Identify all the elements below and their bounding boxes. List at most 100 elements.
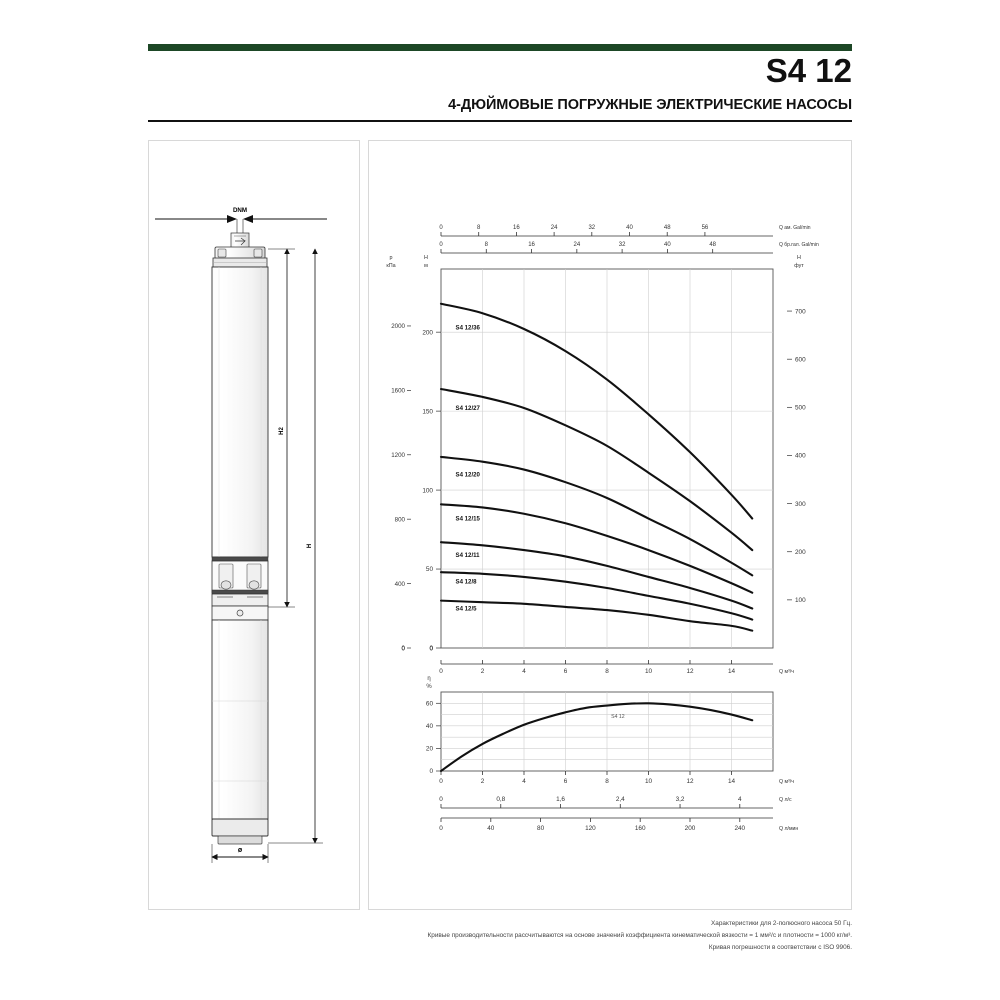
y-axis-kpa-name: p bbox=[390, 255, 393, 261]
pump-discharge-head bbox=[212, 232, 268, 268]
eff-axis-unit: % bbox=[426, 684, 432, 690]
eff-x-m3h-tick-label: 12 bbox=[686, 778, 694, 785]
x-axis-imp-gpm-tick-label: 48 bbox=[709, 242, 716, 248]
y-axis-head-ft-tick-label: 600 bbox=[795, 356, 806, 363]
h2-dimension: H2 bbox=[268, 248, 295, 608]
eff-x-lmin-tick-label: 40 bbox=[487, 825, 495, 832]
footer-notes: Характеристики для 2-полюсного насоса 50… bbox=[300, 918, 852, 954]
efficiency-curve bbox=[439, 702, 754, 773]
x-axis-imp-gpm-tick-label: 24 bbox=[573, 242, 580, 248]
x-axis-m3h-unit: Q м³/ч bbox=[779, 669, 794, 675]
curve-S4-12-5 bbox=[439, 599, 754, 632]
y-axis-head-ft-tick-label: 700 bbox=[795, 308, 806, 315]
curve-label: S4 12/11 bbox=[456, 552, 481, 559]
x-axis-imp-gpm-tick-label: 0 bbox=[439, 242, 443, 248]
eff-axis-tick-label: 0 bbox=[429, 768, 433, 775]
x-axis-us-gpm-tick-label: 24 bbox=[551, 225, 558, 231]
eff-x-m3h-unit: Q м³/ч bbox=[779, 779, 794, 785]
y-axis-kpa-tick-label: 2000 bbox=[391, 323, 405, 330]
eff-axis-tick-label: 60 bbox=[426, 700, 434, 707]
x-axis-us-gpm-tick-label: 16 bbox=[513, 225, 520, 231]
eff-x-ls-tick-label: 1,6 bbox=[556, 796, 565, 803]
eff-x-m3h-tick-label: 8 bbox=[605, 778, 609, 785]
x-axis-m3h-tick-label: 0 bbox=[439, 668, 443, 675]
h-dimension: H bbox=[268, 248, 323, 844]
x-axis-imp-gpm-tick-label: 40 bbox=[664, 242, 671, 248]
y-axis-head-m-tick-label: 200 bbox=[422, 329, 433, 336]
eff-x-lmin-tick-label: 200 bbox=[685, 825, 696, 832]
eff-x-lmin-unit: Q л/мин bbox=[779, 826, 798, 832]
eff-x-m3h-tick-label: 10 bbox=[645, 778, 653, 785]
eff-x-ls-tick-label: 3,2 bbox=[676, 796, 685, 803]
x-axis-m3h-tick-label: 6 bbox=[564, 668, 568, 675]
eff-x-ls-tick-label: 0 bbox=[439, 796, 443, 803]
y-axis-head-ft-tick-label: 100 bbox=[795, 597, 806, 604]
curve-S4-12-11 bbox=[439, 541, 754, 610]
x-axis-us-gpm-tick-label: 56 bbox=[702, 225, 709, 231]
y-axis-head-m-name: H bbox=[424, 255, 428, 261]
eff-x-lmin-tick-label: 160 bbox=[635, 825, 646, 832]
performance-curves-panel: 0 8 16 24 32 40 48 56 Q ам. Gal/min 0 8 16 24 32 40 48 Q… bbox=[368, 140, 852, 910]
eff-axis-tick-label: 20 bbox=[426, 746, 434, 753]
eff-x-lmin-tick-label: 80 bbox=[537, 825, 545, 832]
curve-label: S4 12/5 bbox=[456, 606, 478, 613]
y-axis-kpa-unit: кПа bbox=[386, 263, 395, 269]
x-axis-us-gpm-tick-label: 8 bbox=[477, 225, 481, 231]
y-axis-kpa-tick-label: 800 bbox=[395, 516, 406, 523]
diameter-dimension: ø bbox=[211, 844, 269, 863]
y-axis-kpa-tick-label: 0 bbox=[402, 645, 406, 652]
curve-S4-12-27 bbox=[439, 387, 754, 552]
eff-x-lmin-tick-label: 120 bbox=[585, 825, 596, 832]
y-axis-head-m-tick-label: 0 bbox=[429, 645, 433, 652]
eff-x-ls-tick-label: 4 bbox=[738, 796, 742, 803]
footer-line-2: Кривые производительности рассчитываются… bbox=[427, 931, 852, 939]
pump-motor bbox=[211, 619, 269, 845]
eff-x-lmin-tick-label: 0 bbox=[439, 825, 443, 832]
eff-x-m3h-tick-label: 0 bbox=[439, 778, 443, 785]
x-axis-imp-gpm-unit: Q бр.гал. Gal/min bbox=[779, 242, 819, 248]
eff-axis-name: η bbox=[427, 676, 430, 682]
page-header: S4 12 4-ДЮЙМОВЫЕ ПОГРУЖНЫЕ ЭЛЕКТРИЧЕСКИЕ… bbox=[148, 44, 852, 122]
y-axis-zero-label: 0 bbox=[429, 646, 433, 653]
eff-x-ls-tick-label: 2,4 bbox=[616, 796, 625, 803]
pump-body bbox=[211, 266, 269, 558]
eff-axis-tick-label: 40 bbox=[426, 723, 434, 730]
y-axis-head-ft-unit: фут bbox=[794, 263, 804, 269]
x-axis-m3h-tick-label: 2 bbox=[481, 668, 485, 675]
efficiency-curve-label: S4 12 bbox=[611, 714, 625, 720]
diameter-label: ø bbox=[238, 847, 243, 854]
y-axis-kpa-tick-label: 1600 bbox=[391, 388, 405, 395]
h2-label: H2 bbox=[279, 427, 285, 435]
footer-line-3: Кривая погрешности в соответствии с ISO … bbox=[708, 943, 852, 951]
y-axis-kpa-zero-label: 0 bbox=[402, 646, 406, 653]
eff-x-ls-unit: Q л/с bbox=[779, 797, 792, 803]
x-axis-us-gpm-tick-label: 32 bbox=[588, 225, 595, 231]
pump-dimension-drawing: DNM bbox=[155, 207, 327, 863]
curve-S4-12-36 bbox=[439, 302, 754, 520]
x-axis-m3h-tick-label: 14 bbox=[728, 668, 736, 675]
y-axis-head-m-unit: м bbox=[424, 263, 428, 269]
x-axis-m3h-tick-label: 4 bbox=[522, 668, 526, 675]
y-axis-head-ft-name: H bbox=[797, 255, 801, 261]
curve-S4-12-20 bbox=[439, 455, 754, 577]
x-axis-m3h-tick-label: 12 bbox=[686, 668, 694, 675]
y-axis-head-m-tick-label: 100 bbox=[422, 487, 433, 494]
x-axis-us-gpm-unit: Q ам. Gal/min bbox=[779, 225, 811, 231]
curve-label: S4 12/36 bbox=[456, 324, 481, 331]
footer-line-1: Характеристики для 2-полюсного насоса 50… bbox=[711, 920, 852, 927]
y-axis-kpa-tick-label: 400 bbox=[395, 581, 406, 588]
x-axis-us-gpm-tick-label: 40 bbox=[626, 225, 633, 231]
page-title: S4 12 bbox=[765, 52, 852, 89]
y-axis-kpa-tick-label: 1200 bbox=[391, 452, 405, 459]
x-axis-m3h-tick-label: 10 bbox=[645, 668, 653, 675]
x-axis-imp-gpm-tick-label: 16 bbox=[528, 242, 535, 248]
eff-x-m3h-tick-label: 4 bbox=[522, 778, 526, 785]
eff-x-m3h-tick-label: 6 bbox=[564, 778, 568, 785]
curve-label: S4 12/27 bbox=[456, 405, 481, 412]
curve-label: S4 12/8 bbox=[456, 579, 478, 586]
y-axis-head-ft-tick-label: 400 bbox=[795, 453, 806, 460]
x-axis-m3h-tick-label: 8 bbox=[605, 668, 609, 675]
curve-S4-12-8 bbox=[439, 571, 754, 621]
